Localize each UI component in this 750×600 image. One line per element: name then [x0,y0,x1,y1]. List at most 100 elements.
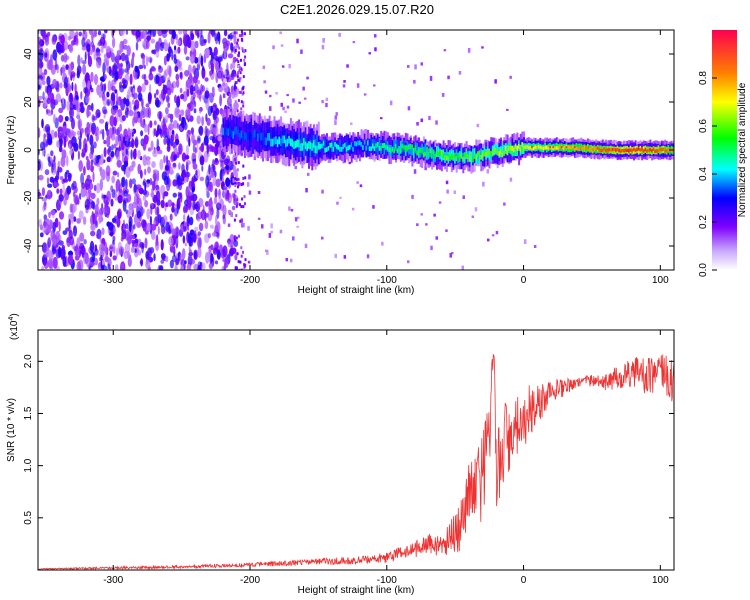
spectrogram-cell [237,177,240,181]
spectrogram-cell [108,127,113,139]
spectrogram-cell [475,155,478,161]
spectrogram-cell [110,185,114,193]
spectrogram-cell [234,254,238,261]
spectrogram-cell [106,156,111,163]
spectrogram-cell [298,101,301,104]
spectrogram-cell [122,136,125,144]
spectrogram-cell [132,149,137,160]
spectrogram-cell [216,221,221,233]
spectrogram-cell [39,49,45,58]
spectrogram-cell [642,149,645,153]
spectrogram-cell [42,221,47,227]
spectrogram-cell [217,70,223,79]
spectrogram-cell [131,52,134,63]
spectrogram-cell [242,222,245,228]
spectrogram-cell [190,30,194,39]
spectrogram-cell [131,138,135,149]
spectrogram-cell [159,158,164,171]
spectrogram-cell [76,65,82,75]
spectrogram-cell [511,146,514,151]
spectrogram-cell [471,215,475,218]
spectrogram-cell [43,133,46,139]
spectrogram-cell [225,40,231,47]
spectrogram-cell [140,169,143,179]
spectrogram-cell [593,147,596,151]
spectrogram-cell [482,152,484,158]
spectrogram-cell [270,138,273,147]
spectrogram-cell [180,93,185,100]
spectrogram-cell [238,69,241,73]
spectrogram-cell [100,254,103,263]
spectrogram-cell [158,128,163,135]
spectrogram-cell [239,77,242,80]
spectrogram-cell [321,100,324,104]
spectrogram-cell [105,57,110,66]
spectrogram-cell [192,178,195,183]
snr-x-axis-label: Height of straight line (km) [298,585,415,596]
spectrogram-cell [177,95,180,101]
spectrogram-cell [518,144,521,149]
spectrogram-cell [79,192,82,200]
spectrogram-cell [65,64,69,70]
spectrogram-cell [373,139,376,150]
spectrogram-cell [38,191,41,197]
spectrogram-cell [223,43,227,48]
y-tick-label: 0.5 [23,510,34,524]
spectrogram-cell [240,183,243,186]
spectrogram-cell [52,78,57,88]
spectrogram-cell [219,94,223,107]
spectrogram-cell [429,148,432,154]
spectrogram-cell [444,155,447,160]
spectrogram-cell [44,52,48,58]
spectrogram-cell [391,147,394,152]
spectrogram-cell [286,94,289,97]
spectrogram-cell [159,265,164,270]
spectrogram-cell [133,109,138,118]
spectrogram-cell [437,146,440,158]
spectrogram-cell [197,261,202,269]
spectrogram-cell [147,147,152,152]
spectrogram-cell [654,149,657,153]
spectrogram-cell [175,33,178,41]
spectrogram-cell [187,38,192,49]
spectrogram-cell [231,205,236,211]
spectrogram-cell [240,130,243,139]
spectrogram-cell [296,139,299,148]
spectrogram-cell [508,144,511,163]
spectrogram-cell [76,108,80,120]
spectrogram-cell [75,95,79,100]
spectrogram-cell [637,147,640,155]
spectrogram-cell [200,83,203,95]
spectrogram-cell [146,222,152,233]
spectrogram-cell [526,145,529,149]
spectrogram-cell [103,140,107,145]
spectrogram-cell [84,126,91,138]
spectrogram-cell [192,163,198,170]
spectrogram-cell [143,73,147,82]
x-tick-label: 0 [521,275,527,286]
spectrogram-cell [485,152,488,157]
spectrogram-cell [610,148,612,152]
spectrogram-cell [215,178,221,188]
spectrogram-cell [135,32,139,39]
spectrogram-cell [311,134,314,152]
spectrogram-cell [634,148,637,153]
spectrogram-cell [82,216,87,225]
spectrogram-cell [243,50,246,54]
spectrogram-cell [222,245,228,258]
spectrogram-cell [145,230,149,235]
spectrogram-cell [582,147,585,151]
spectrogram-cell [474,207,478,212]
spectrogram-cell [44,124,51,133]
spectrogram-cell [297,216,300,220]
spectrogram-cell [172,120,178,129]
spectrogram-cell [92,213,96,225]
spectrogram-cell [363,93,367,96]
spectrogram-cell [78,31,83,37]
spectrogram-cell [243,32,246,36]
spectrogram-cell [442,153,445,158]
spectrogram-cell [236,88,240,93]
spectrogram-cell [117,96,122,106]
spectrogram-cell [41,266,45,270]
spectrogram-cell [596,146,599,150]
